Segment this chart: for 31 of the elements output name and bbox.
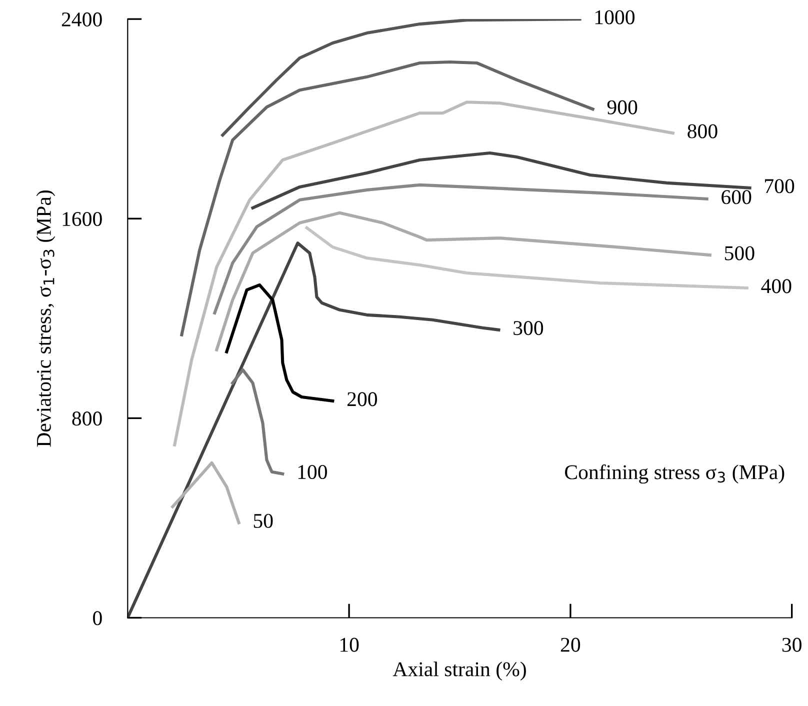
x-tick-label: 30 bbox=[782, 638, 802, 652]
y-tick-label: 800 bbox=[72, 412, 102, 426]
line-series bbox=[180, 60, 594, 336]
line-series bbox=[173, 100, 674, 446]
line-series bbox=[221, 19, 582, 137]
line-series bbox=[231, 368, 284, 476]
x-axis-title: Axial strain (%) bbox=[392, 662, 526, 681]
line-series bbox=[215, 211, 712, 352]
series-label: 600 bbox=[722, 190, 752, 204]
line-series bbox=[225, 283, 334, 403]
y-tick-label: 2400 bbox=[62, 12, 102, 26]
x-tick-label: 20 bbox=[560, 638, 580, 652]
series-label: 700 bbox=[765, 179, 794, 194]
x-tick-label: 10 bbox=[340, 638, 359, 652]
line-series bbox=[251, 151, 752, 210]
series-label: 500 bbox=[725, 246, 754, 260]
y-tick-label: 0 bbox=[93, 611, 102, 626]
series-label: 800 bbox=[688, 124, 718, 138]
series-label: 100 bbox=[298, 464, 327, 480]
series-label: 50 bbox=[254, 514, 273, 528]
line-series bbox=[213, 183, 708, 314]
series-label: 400 bbox=[761, 279, 792, 294]
y-tick-label: 1600 bbox=[62, 212, 102, 226]
series-label: 200 bbox=[347, 392, 378, 406]
y-axis-title: Deviatoric stress, σ$_{1}$-σ$_{3}$ (MPa) bbox=[36, 190, 56, 447]
line-series bbox=[171, 461, 240, 524]
series-label: 1000 bbox=[595, 10, 635, 24]
legend-title: Confining stress σ$_{3}$ (MPa) bbox=[565, 464, 784, 484]
series-label: 900 bbox=[607, 100, 638, 114]
line-series bbox=[128, 242, 500, 618]
series-label: 300 bbox=[514, 321, 544, 336]
